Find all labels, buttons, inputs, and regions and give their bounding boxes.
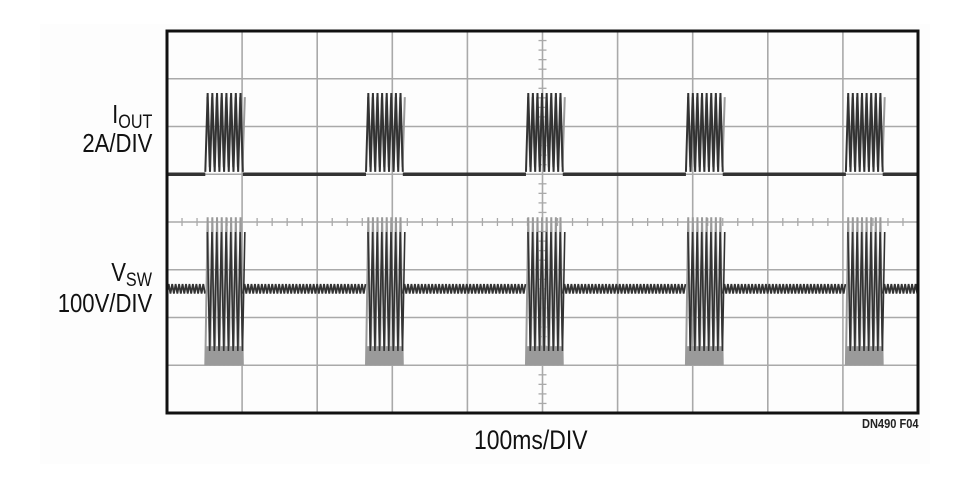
vsw-trace-idle	[166, 283, 206, 294]
x-axis-label: 100ms/DIV	[474, 425, 588, 455]
vsw-burst-trace	[206, 232, 246, 351]
figure-id: DN490 F04	[861, 416, 918, 431]
vsw-burst-trace	[847, 232, 886, 351]
iout-burst-trace	[684, 93, 724, 172]
vsw-trace-idle	[241, 283, 367, 294]
iout-burst-trace	[204, 93, 244, 172]
vsw-label: VSW	[111, 257, 152, 291]
iout-scale: 2A/DIV	[81, 128, 152, 158]
vsw-trace-idle	[561, 283, 687, 294]
vsw-trace-idle	[401, 283, 527, 294]
vsw-burst-trace	[527, 232, 566, 351]
iout-burst-trace	[365, 93, 404, 172]
plot-frame	[165, 29, 920, 415]
iout-burst-trace	[844, 93, 884, 172]
iout-label: IOUT	[111, 99, 152, 133]
oscilloscope-plot	[165, 29, 920, 415]
vsw-trace-idle	[881, 283, 919, 294]
vsw-burst-trace	[687, 232, 726, 351]
vsw-burst-trace	[367, 232, 406, 351]
vsw-scale: 100V/DIV	[57, 288, 152, 318]
iout-burst-trace	[524, 93, 564, 172]
vsw-trace-idle	[721, 283, 847, 294]
